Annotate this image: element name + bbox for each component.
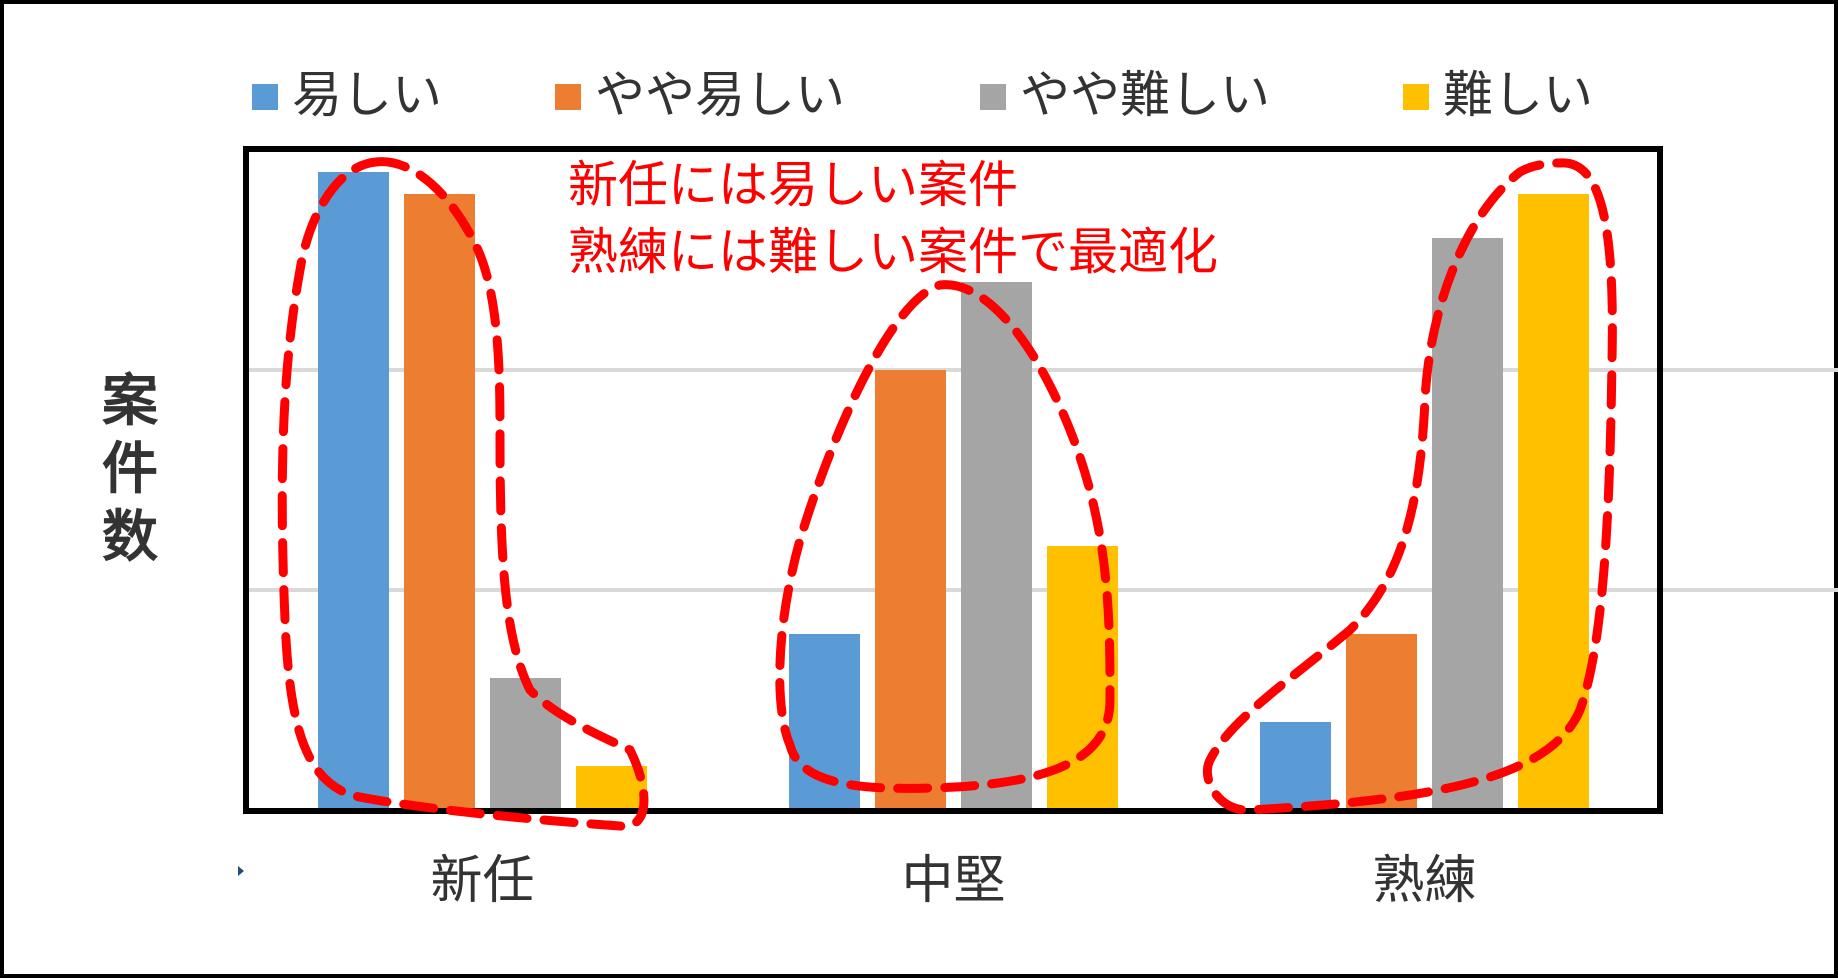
- legend-label-1: 易しい: [292, 66, 442, 124]
- x-tick-label-3: 熟練: [1372, 851, 1476, 911]
- legend-label-2: やや易しい: [595, 66, 845, 124]
- bar-1-3: [490, 678, 561, 810]
- plot-area-border: [243, 146, 1663, 814]
- bar-1-2: [404, 194, 475, 810]
- bar-3-3: [1432, 238, 1503, 810]
- annotation-line-2: 熟練には難しい案件で最適化: [568, 223, 1218, 281]
- highlight-loop-chuken: [775, 280, 1115, 793]
- bar-3-1: [1260, 722, 1331, 810]
- highlight-loop-shinnin: [277, 157, 649, 831]
- legend-swatch-3: [980, 84, 1006, 110]
- x-tick-label-1: 新任: [430, 851, 534, 911]
- bar-2-3: [961, 282, 1032, 810]
- legend-swatch-4: [1403, 84, 1429, 110]
- x-tick-label-2: 中堅: [901, 851, 1005, 911]
- marker-icon: [238, 866, 244, 876]
- legend-swatch-1: [252, 84, 278, 110]
- y-axis-label: 案件数: [102, 369, 159, 570]
- annotation-line-1: 新任には易しい案件: [568, 156, 1018, 214]
- x-axis-labels: 新任 中堅 熟練: [430, 851, 1476, 911]
- bars: [318, 172, 1589, 810]
- legend-label-4: 難しい: [1443, 66, 1593, 124]
- highlight-loop-jukuren: [1202, 158, 1617, 815]
- highlight-loops: [277, 157, 1617, 831]
- bar-2-2: [875, 370, 946, 810]
- bar-1-1: [318, 172, 389, 810]
- legend-swatch-2: [555, 84, 581, 110]
- legend-label-3: やや難しい: [1020, 66, 1270, 124]
- legend: 易しい やや易しい やや難しい 難しい: [252, 66, 1593, 124]
- bar-3-2: [1346, 634, 1417, 810]
